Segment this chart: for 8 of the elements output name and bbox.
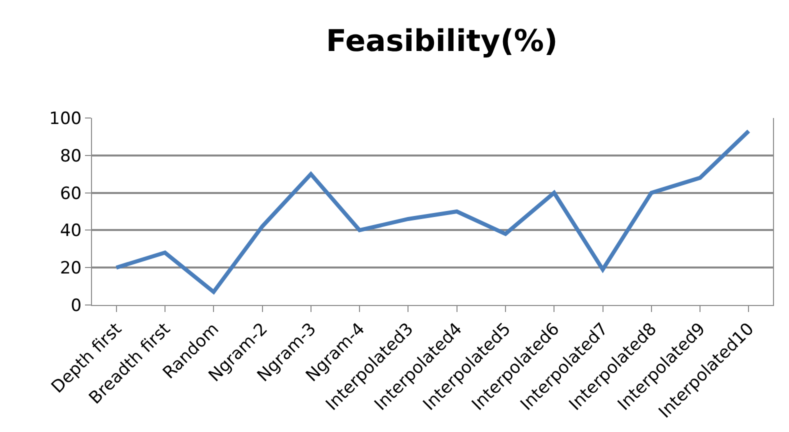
y-tick-label: 20 [60, 258, 82, 279]
y-tick-label: 0 [70, 296, 82, 316]
y-tick-label: 40 [60, 221, 82, 242]
line-series [114, 129, 751, 294]
chart-title: Feasibility(%) [326, 24, 558, 60]
y-tick-label: 60 [60, 184, 82, 204]
y-tick-label: 100 [49, 108, 82, 129]
y-tick-label: 80 [60, 146, 82, 166]
